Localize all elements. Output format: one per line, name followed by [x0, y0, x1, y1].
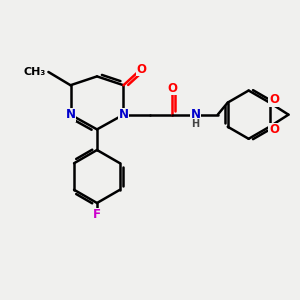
Text: N: N	[190, 108, 201, 121]
Text: O: O	[136, 62, 146, 76]
Text: N: N	[118, 108, 128, 121]
Text: O: O	[269, 93, 279, 106]
Text: F: F	[93, 208, 101, 221]
Text: CH₃: CH₃	[23, 67, 46, 77]
Text: N: N	[65, 108, 76, 121]
Text: O: O	[167, 82, 177, 95]
Text: H: H	[192, 119, 200, 129]
Text: O: O	[269, 123, 279, 136]
